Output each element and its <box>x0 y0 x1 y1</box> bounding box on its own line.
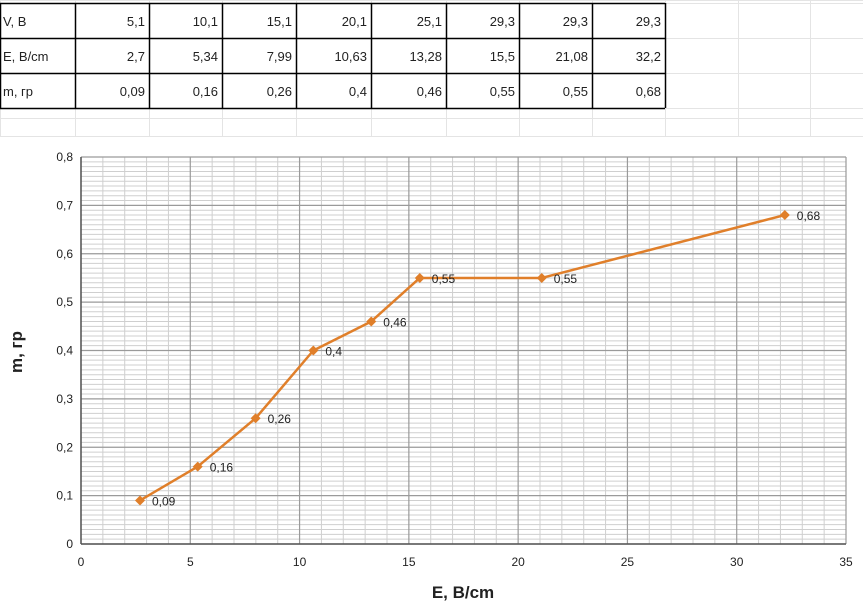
x-tick-label: 10 <box>293 555 307 569</box>
data-point-marker <box>414 272 425 283</box>
table-cell: 32,2 <box>636 49 661 64</box>
data-point-marker <box>779 210 790 221</box>
plot-grid <box>80 156 847 545</box>
y-tick-label: 0,8 <box>56 150 73 164</box>
table-cell: 0,26 <box>267 84 292 99</box>
data-point-marker <box>250 413 261 424</box>
table-cell: 29,3 <box>563 14 588 29</box>
table-cell: 0,55 <box>563 84 588 99</box>
y-tick-label: 0,6 <box>56 247 73 261</box>
y-axis-title: m, гр <box>7 331 26 373</box>
y-tick-label: 0 <box>66 537 73 551</box>
table-cell: 0,68 <box>636 84 661 99</box>
data-label: 0,16 <box>210 461 234 475</box>
data-label: 0,55 <box>432 272 456 286</box>
y-tick-label: 0,7 <box>56 198 73 212</box>
table-cell: 15,5 <box>490 49 515 64</box>
data-point-marker <box>135 495 146 506</box>
chart-area: 0 5 10 15 20 25 30 3500,10,20,30,40,50,60,70,8 … <box>7 150 853 602</box>
x-tick-label: 30 <box>730 555 744 569</box>
data-point-marker <box>192 461 203 472</box>
table-cell: 10,63 <box>334 49 367 64</box>
x-tick-label: 35 <box>839 555 853 569</box>
series-layer: 0,09 0,16 0,26 0,4 0,46 0,55 0,55 0,68 <box>135 209 820 508</box>
row-header: E, В/cm <box>3 49 49 64</box>
row-header: m, гр <box>3 84 33 99</box>
data-point-marker <box>308 345 319 356</box>
y-tick-label: 0,4 <box>56 344 73 358</box>
chart-axes: 0 5 10 15 20 25 30 35 0 0,1 0,2 0,3 0,4 0,5 0,6 0,7 0,8 <box>56 150 853 569</box>
y-tick-label: 0,3 <box>56 392 73 406</box>
table-cell: 25,1 <box>417 14 442 29</box>
table-cell: 5,34 <box>193 49 218 64</box>
data-label: 0,46 <box>383 315 407 329</box>
table-cell: 0,55 <box>490 84 515 99</box>
table-cell: 0,4 <box>349 84 367 99</box>
table-cell: 10,1 <box>193 14 218 29</box>
y-tick-label: 0,1 <box>56 489 73 503</box>
data-label: 0,09 <box>152 494 176 508</box>
table-cell: 7,99 <box>267 49 292 64</box>
row-header: V, В <box>3 14 26 29</box>
y-tick-label: 0,2 <box>56 440 73 454</box>
x-tick-label: 25 <box>621 555 635 569</box>
table-cell: 13,28 <box>409 49 442 64</box>
data-label: 0,4 <box>325 345 342 359</box>
data-point-marker <box>366 316 377 327</box>
data-table: V, В 5,1 10,1 15,1 20,1 25,1 29,3 29,3 29,3 E, В/… <box>0 2 667 110</box>
series-line <box>139 213 786 502</box>
x-tick-label: 20 <box>511 555 525 569</box>
table-cell: 0,09 <box>120 84 145 99</box>
x-tick-label: 15 <box>402 555 416 569</box>
table-cell: 29,3 <box>490 14 515 29</box>
table-cell: 20,1 <box>342 14 367 29</box>
data-label: 0,55 <box>554 272 578 286</box>
table-cell: 5,1 <box>127 14 145 29</box>
table-cell: 29,3 <box>636 14 661 29</box>
x-tick-label: 0 <box>78 555 85 569</box>
x-axis-title: E, В/cm <box>432 583 494 602</box>
table-cell: 15,1 <box>267 14 292 29</box>
table-cell: 2,7 <box>127 49 145 64</box>
data-label: 0,68 <box>797 209 821 223</box>
data-label: 0,26 <box>268 412 292 426</box>
x-tick-label: 5 <box>187 555 194 569</box>
table-cell: 21,08 <box>555 49 588 64</box>
data-point-marker <box>536 272 547 283</box>
table-cell: 0,46 <box>417 84 442 99</box>
y-tick-label: 0,5 <box>56 295 73 309</box>
table-cell: 0,16 <box>193 84 218 99</box>
